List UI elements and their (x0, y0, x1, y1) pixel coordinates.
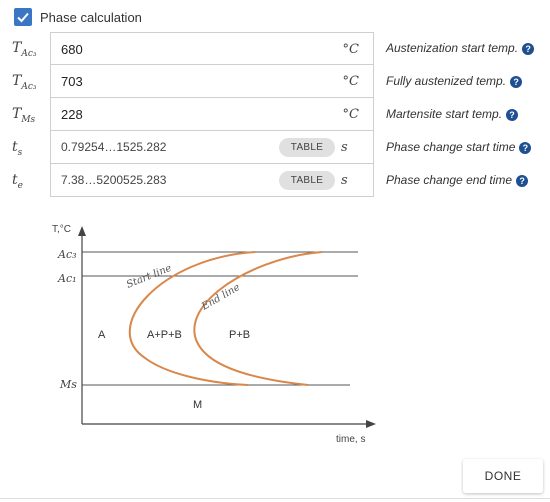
phase-calculation-label: Phase calculation (40, 9, 142, 25)
end-line-label: End line (199, 282, 242, 313)
region-pb-label: P+B (229, 329, 250, 341)
start-line-label: Start line (125, 263, 173, 291)
phase-start-time-field: 0.79254…1525.282 TABLE s (50, 131, 374, 164)
symbol-tac3: TAc₃ (12, 40, 37, 59)
description-label: Martensite start temp.? (386, 98, 519, 131)
help-icon[interactable]: ? (516, 174, 529, 187)
checkmark-icon (17, 12, 29, 23)
unit-label: s (341, 140, 348, 155)
region-apb-label: A+P+B (147, 329, 182, 341)
y-axis-arrow-icon (78, 226, 86, 236)
phase-end-time-value: 7.38…5200525.283 (61, 173, 167, 187)
unit-label: °C (342, 74, 359, 89)
param-row-tms: TMs 228 °C Martensite start temp.? (0, 98, 550, 131)
ac1-label: Ac₁ (57, 272, 77, 285)
help-icon[interactable]: ? (506, 108, 519, 121)
fully-austenized-value[interactable]: 703 (61, 74, 83, 89)
x-axis-arrow-icon (366, 420, 376, 428)
phase-calculation-checkbox[interactable] (14, 8, 32, 26)
phase-end-time-field: 7.38…5200525.283 TABLE s (50, 164, 374, 197)
martensite-start-input[interactable]: 228 °C (50, 98, 374, 131)
param-row-te: te 7.38…5200525.283 TABLE s Phase change… (0, 164, 550, 197)
done-button[interactable]: DONE (463, 459, 543, 493)
phase-start-table-button[interactable]: TABLE (279, 138, 335, 157)
help-icon[interactable]: ? (510, 75, 523, 88)
ac3-label: Ac₃ (57, 248, 77, 261)
help-icon[interactable]: ? (519, 141, 532, 154)
phase-end-table-button[interactable]: TABLE (279, 171, 335, 190)
x-axis-label: time, s (336, 434, 365, 445)
austenization-start-value[interactable]: 680 (61, 42, 83, 57)
end-line-curve (193, 251, 323, 386)
symbol-tac1: TAc₃ (12, 73, 37, 92)
unit-label: °C (342, 107, 359, 122)
param-row-tac1: TAc₃ 703 °C Fully austenized temp.? (0, 65, 550, 98)
symbol-tms: TMs (12, 106, 36, 125)
symbol-te: te (12, 172, 23, 191)
param-row-ts: ts 0.79254…1525.282 TABLE s Phase change… (0, 131, 550, 164)
region-m-label: M (193, 399, 202, 411)
unit-label: s (341, 173, 348, 188)
phase-start-time-value: 0.79254…1525.282 (61, 140, 167, 154)
ttt-diagram: T,°C time, s Ac₃ Ac₁ Ms Start line End l… (52, 224, 376, 445)
param-row-tac3: TAc₃ 680 °C Austenization start temp.? (0, 32, 550, 65)
description-label: Austenization start temp.? (386, 32, 535, 65)
ms-label: Ms (59, 378, 77, 391)
help-icon[interactable]: ? (522, 42, 535, 55)
start-line-curve (128, 251, 256, 386)
austenization-start-input[interactable]: 680 °C (50, 32, 374, 65)
y-axis-label: T,°C (52, 224, 71, 235)
symbol-ts: ts (12, 139, 23, 158)
description-label: Phase change end time? (386, 164, 529, 197)
divider (0, 498, 550, 499)
description-label: Phase change start time? (386, 131, 532, 164)
region-a-label: A (98, 329, 106, 341)
martensite-start-value[interactable]: 228 (61, 107, 83, 122)
phase-calculation-checkbox-row[interactable]: Phase calculation (14, 6, 142, 28)
fully-austenized-input[interactable]: 703 °C (50, 65, 374, 98)
description-label: Fully austenized temp.? (386, 65, 523, 98)
unit-label: °C (342, 42, 359, 57)
